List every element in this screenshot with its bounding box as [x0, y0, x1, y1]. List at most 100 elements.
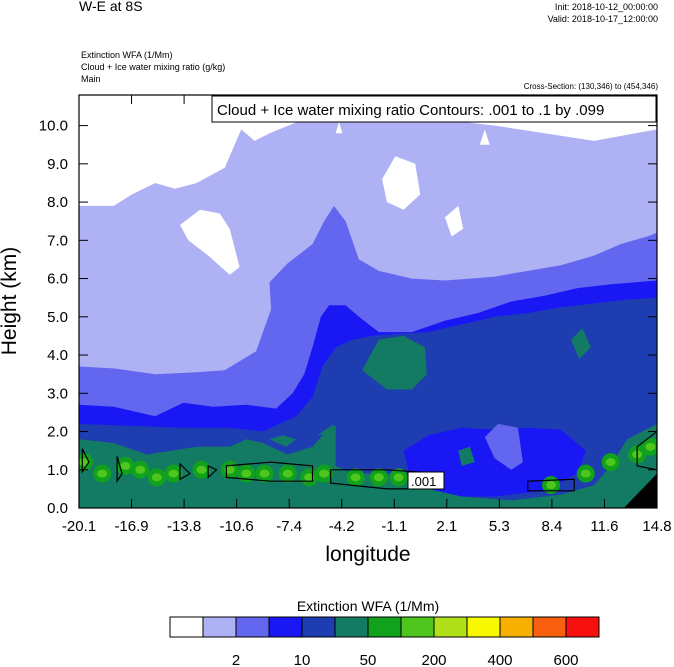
y-tick-label: 0.0 — [47, 500, 68, 517]
field-description-main: Main — [81, 74, 101, 84]
y-tick-label: 7.0 — [47, 232, 68, 249]
colorbar-label: 10 — [294, 652, 311, 667]
field-lightgreen-cell — [151, 473, 162, 482]
colorbar-title: Extinction WFA (1/Mm) — [297, 598, 439, 614]
x-tick-label: -16.9 — [114, 518, 148, 535]
field-lightgreen-cell — [97, 469, 108, 478]
y-tick-label: 10.0 — [39, 118, 68, 135]
field-clear-gap — [180, 209, 240, 275]
colorbar-box — [466, 616, 501, 638]
field-lightgreen-cell — [135, 465, 146, 474]
field-description-extinction: Extinction WFA (1/Mm) — [81, 50, 173, 60]
mixing-ratio-contour — [116, 456, 123, 484]
colorbar-box — [235, 616, 270, 638]
field-description-mixing-ratio: Cloud + Ice water mixing ratio (g/kg) — [81, 62, 226, 72]
field-clear-gap — [382, 156, 421, 210]
y-tick-label: 8.0 — [47, 194, 68, 211]
cross-section-label: Cross-Section: (130,346) to (454,346) — [523, 82, 658, 91]
field-lightgreen-cell — [304, 473, 315, 482]
x-tick-label: 8.4 — [541, 518, 562, 535]
field-lightgreen-cell — [605, 458, 616, 467]
field-teal-blob — [269, 435, 296, 447]
y-tick-label: 6.0 — [47, 271, 68, 288]
field-lightgreen-cell — [645, 442, 656, 451]
colorbar-box — [565, 616, 600, 638]
plot-title: W-E at 8S — [79, 0, 143, 14]
colorbar-box — [367, 616, 402, 638]
x-axis: -20.1 -16.9 -13.8 -10.6 -7.4 -4.2 -1.1 2.1 5.3 8.… — [62, 95, 672, 566]
x-tick-label: 5.3 — [489, 518, 510, 535]
contour-info-box: Cloud + Ice water mixing ratio Contours:… — [211, 95, 657, 123]
field-lightgreen-cell — [393, 473, 404, 482]
y-axis-label: Height (km) — [0, 247, 21, 356]
y-tick-label: 1.0 — [47, 462, 68, 479]
x-tick-label: 2.1 — [436, 518, 457, 535]
x-tick-label: 11.6 — [590, 518, 618, 535]
x-tick-label: 14.8 — [642, 518, 671, 535]
y-tick-label: 5.0 — [47, 309, 68, 326]
x-tick-label: -1.1 — [381, 518, 407, 535]
field-lightgreen-cell — [319, 469, 330, 478]
contour-info-text: Cloud + Ice water mixing ratio Contours:… — [217, 102, 604, 119]
colorbar-box — [433, 616, 468, 638]
x-tick-label: -7.4 — [276, 518, 302, 535]
y-tick-label: 9.0 — [47, 156, 68, 173]
field-lightgreen-cell — [196, 465, 207, 474]
field-lightgreen-cell — [282, 469, 293, 478]
y-tick-label: 4.0 — [47, 347, 68, 364]
field-lightgreen-cell — [350, 473, 361, 482]
colorbar-box — [301, 616, 336, 638]
field-lightgreen-cell — [120, 461, 131, 470]
plot-frame — [78, 94, 658, 509]
colorbar-box — [532, 616, 567, 638]
colorbar-box — [499, 616, 534, 638]
valid-time: Valid: 2018-10-17_12:00:00 — [547, 14, 658, 24]
field-clear-gap — [445, 205, 464, 237]
field-teal-blob — [570, 328, 591, 359]
field-blue-pool — [403, 427, 586, 497]
mixing-ratio-contour — [527, 478, 575, 492]
field-lightgreen-cell — [168, 469, 179, 478]
colorbar: 2 10 50 200 400 600 — [169, 616, 600, 667]
field-level-teal — [79, 423, 657, 508]
field-periwinkle-pool — [484, 423, 523, 470]
field-clear-gap — [479, 129, 490, 145]
colorbar-label: 200 — [421, 652, 446, 667]
field-clear-gap — [335, 121, 343, 134]
x-axis-label: longitude — [325, 543, 410, 566]
y-tick-label: 2.0 — [47, 424, 68, 441]
terrain-mask — [623, 473, 657, 508]
y-tick-label: 3.0 — [47, 385, 68, 402]
y-axis: 0.0 1.0 2.0 3.0 4.0 5.0 6.0 7.0 8.0 9.0 10.0 Height… — [0, 118, 657, 517]
x-tick-label: -10.6 — [220, 518, 254, 535]
field-lightgreen-cell — [580, 469, 591, 478]
colorbar-box — [169, 616, 204, 638]
field-lightgreen-cell — [224, 465, 235, 474]
field-teal-blob — [362, 335, 427, 390]
colorbar-box — [202, 616, 237, 638]
field-lightgreen-cell — [241, 469, 252, 478]
colorbar-box — [268, 616, 303, 638]
field-lightgreen-cell — [373, 473, 384, 482]
x-tick-label: -4.2 — [329, 518, 355, 535]
mixing-ratio-contour — [636, 430, 657, 471]
mixing-ratio-contour — [225, 461, 314, 482]
contour-label-text: .001 — [411, 474, 436, 489]
field-lightgreen-cell — [79, 458, 89, 467]
mixing-ratio-contour — [179, 462, 191, 481]
field-lightgreen-cell — [259, 469, 270, 478]
plot-border — [78, 94, 658, 509]
x-tick-label: -20.1 — [62, 518, 96, 535]
colorbar-box — [334, 616, 369, 638]
colorbar-label: 2 — [232, 652, 240, 667]
colorbar-label: 50 — [360, 652, 377, 667]
colorbar-label: 600 — [553, 652, 578, 667]
contour-label-box: .001 — [407, 471, 445, 490]
field-teal-blob — [458, 446, 475, 466]
colorbar-label: 400 — [487, 652, 512, 667]
init-time: Init: 2018-10-12_00:00:00 — [554, 2, 658, 12]
mixing-ratio-contour — [207, 464, 218, 479]
x-tick-label: -13.8 — [167, 518, 201, 535]
field-lightgreen-cell — [546, 481, 557, 490]
